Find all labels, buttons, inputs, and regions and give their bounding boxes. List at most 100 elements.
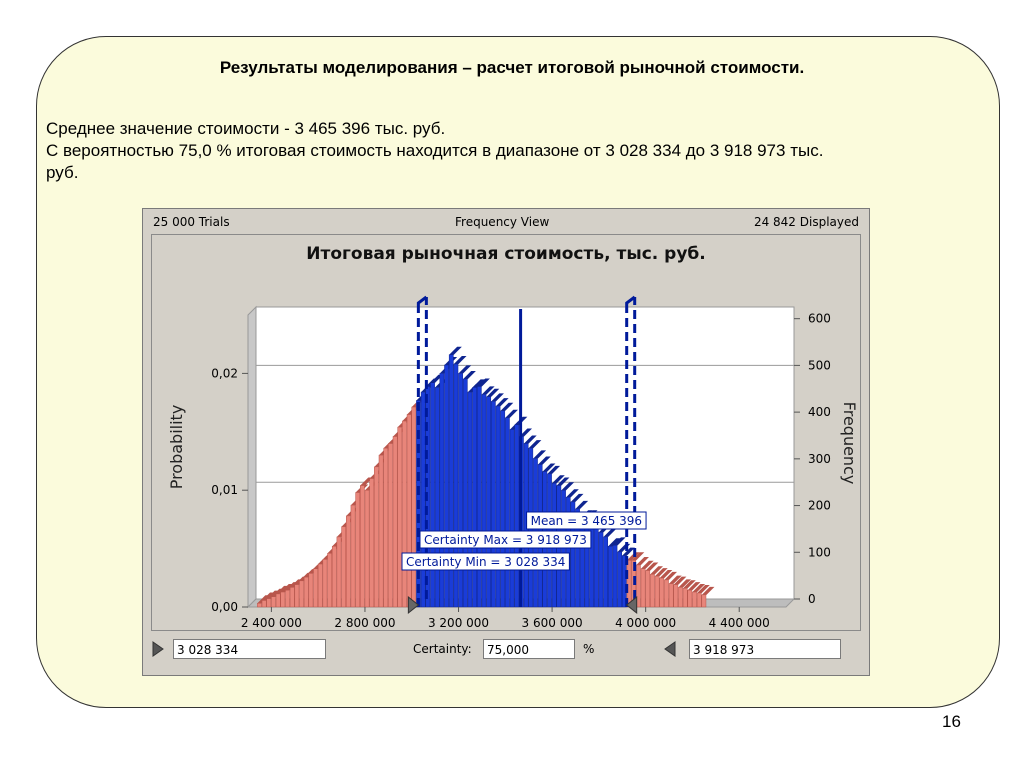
histogram-bar (617, 551, 623, 608)
histogram-bar-top (491, 393, 504, 402)
histogram-bar (593, 527, 599, 608)
histogram-bar (355, 492, 361, 608)
histogram-bar (491, 401, 496, 608)
histogram-bar (261, 600, 267, 608)
histogram-bar (509, 429, 515, 608)
histogram-bar (411, 406, 417, 608)
crystal-ball-window: 25 000 Trials Frequency View 24 842 Disp… (142, 208, 870, 676)
histogram-chart: Итоговая рыночная стоимость, тыс. руб. M… (167, 244, 859, 630)
histogram-bar (622, 555, 627, 608)
y2-tick-label: 500 (808, 358, 831, 372)
certainty-input[interactable]: 75,000 (483, 639, 575, 659)
mean-text: Среднее значение стоимости - 3 465 396 т… (46, 119, 446, 138)
histogram-bar-top (500, 402, 514, 411)
histogram-bar (561, 489, 566, 608)
histogram-bar-top (481, 386, 495, 395)
histogram-bar-top (552, 475, 565, 484)
chart-area: Итоговая рыночная стоимость, тыс. руб. M… (151, 234, 861, 631)
histogram-bar (289, 587, 295, 608)
x-tick-label: 4 000 000 (615, 616, 676, 630)
histogram-bar (336, 536, 342, 608)
histogram-bar (607, 546, 613, 608)
histogram-bar (350, 504, 356, 608)
y2-tick-label: 400 (808, 405, 831, 419)
histogram-bar (650, 574, 655, 608)
histogram-bar-top (463, 371, 476, 380)
histogram-bar-top (458, 365, 472, 374)
histogram-bar-top (692, 584, 706, 593)
histogram-bar (388, 443, 393, 608)
histogram-bar-top (519, 428, 533, 437)
histogram-bar (369, 478, 375, 608)
x-tick-label: 4 400 000 (709, 616, 770, 630)
certainty-min-input[interactable]: 3 028 334 (173, 639, 326, 659)
histogram-bar (458, 373, 463, 608)
histogram-bar-top (453, 356, 467, 365)
histogram-bar-top (575, 500, 589, 509)
histogram-bar (640, 568, 646, 608)
page-number: 16 (942, 712, 961, 731)
displayed-count: 24 842 Displayed (753, 215, 859, 229)
certainty-max-input[interactable]: 3 918 973 (689, 639, 841, 659)
histogram-bar-top (687, 582, 701, 591)
histogram-bar (645, 570, 651, 608)
histogram-bar (392, 436, 398, 608)
histogram-bar (505, 417, 510, 608)
histogram-bar-top (495, 398, 509, 407)
percent-label: % (583, 642, 595, 656)
histogram-bar-top (538, 456, 551, 465)
histogram-bar (257, 603, 262, 608)
histogram-bar-top (547, 465, 561, 474)
trials-count: 25 000 Trials (153, 215, 230, 229)
histogram-bar (266, 598, 272, 608)
chart-title: Итоговая рыночная стоимость, тыс. руб. (306, 244, 705, 264)
histogram-bar (664, 579, 669, 608)
histogram-bar (678, 587, 683, 608)
histogram-bar (402, 420, 407, 608)
x-tick-label: 2 400 000 (241, 616, 302, 630)
max-grabber-icon (625, 595, 638, 615)
histogram-bar (654, 575, 660, 608)
histogram-bar (696, 592, 702, 608)
range-text-cont: руб. (46, 163, 79, 182)
histogram-bar-top (524, 435, 537, 444)
histogram-bar (467, 391, 473, 608)
histogram-bar (317, 563, 323, 608)
histogram-bar-top (645, 562, 659, 571)
histogram-bar-top (631, 552, 645, 561)
certainty-min-label: Certainty Min = 3 028 334 (406, 555, 565, 569)
histogram-bar-top (603, 528, 617, 537)
histogram-bar (430, 382, 435, 608)
histogram-bar-top (655, 568, 668, 577)
histogram-bar-top (664, 571, 678, 580)
histogram-bar (673, 584, 679, 608)
histogram-bar (313, 568, 318, 608)
histogram-bar-top (533, 450, 547, 459)
histogram-bar (434, 387, 440, 608)
histogram-bar (476, 386, 482, 608)
left-grabber-icon[interactable] (151, 641, 165, 657)
histogram-bar (285, 589, 290, 608)
x-tick-label: 3 600 000 (522, 616, 583, 630)
histogram-bar-top (640, 560, 654, 569)
histogram-bar (668, 583, 674, 608)
x-tick-label: 2 800 000 (334, 616, 395, 630)
histogram-bar-top (659, 570, 673, 579)
histogram-bar-top (650, 566, 664, 575)
certainty-max-line-cap (625, 295, 636, 309)
histogram-bar-top (701, 586, 715, 595)
histogram-bar (294, 584, 300, 608)
slide-title: Результаты моделирования – расчет итогов… (219, 58, 805, 77)
certainty-min-label-box (401, 552, 570, 571)
histogram-bar (383, 447, 389, 608)
histogram-bar (448, 354, 454, 608)
certainty-max-label-box (419, 530, 592, 549)
histogram-bar (453, 363, 459, 608)
histogram-bar-top (556, 477, 570, 486)
y2-tick-label: 600 (808, 312, 831, 326)
y2-axis-label: Frequency (840, 402, 859, 485)
histogram-bar (495, 405, 501, 608)
histogram-bar (687, 589, 693, 608)
histogram-bar (500, 410, 506, 608)
right-grabber-icon[interactable] (663, 641, 677, 657)
